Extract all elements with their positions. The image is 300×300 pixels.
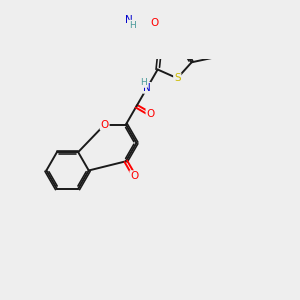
- Text: O: O: [130, 171, 139, 181]
- Text: H: H: [129, 21, 136, 30]
- Text: S: S: [174, 73, 181, 83]
- Text: N: N: [143, 83, 151, 93]
- Text: O: O: [100, 120, 109, 130]
- Text: N: N: [124, 15, 132, 25]
- Text: O: O: [150, 18, 158, 28]
- Text: O: O: [146, 109, 154, 119]
- Text: H: H: [140, 78, 147, 87]
